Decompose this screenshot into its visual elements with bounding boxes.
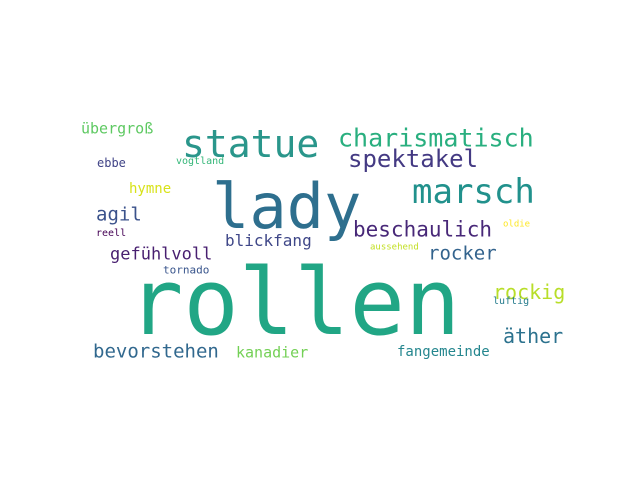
word-gefuehlvoll: gefühlvoll bbox=[110, 244, 213, 265]
word-lady: lady bbox=[212, 170, 362, 243]
word-kanadier: kanadier bbox=[236, 343, 309, 362]
word-uebergross: übergroß bbox=[81, 119, 154, 138]
word-fangemeinde: fangemeinde bbox=[397, 344, 490, 360]
word-aussehend: aussehend bbox=[370, 242, 419, 253]
word-ebbe: ebbe bbox=[97, 156, 126, 170]
word-vogtland: vogtland bbox=[176, 156, 225, 167]
word-oldie: oldie bbox=[503, 219, 531, 230]
word-rocker: rocker bbox=[428, 242, 497, 265]
word-charismatisch: charismatisch bbox=[338, 123, 534, 153]
word-blickfang: blickfang bbox=[225, 231, 312, 250]
word-marsch: marsch bbox=[412, 172, 535, 212]
word-beschaulich: beschaulich bbox=[353, 217, 493, 242]
word-luftig: luftig bbox=[493, 296, 530, 307]
word-tornado: tornado bbox=[163, 263, 210, 277]
word-aether: äther bbox=[503, 324, 564, 348]
word-rockig: rockig bbox=[493, 280, 566, 304]
word-rollen: rollen bbox=[128, 249, 461, 356]
word-reell: reell bbox=[96, 228, 127, 239]
word-hymne: hymne bbox=[129, 181, 172, 197]
word-agil: agil bbox=[96, 203, 142, 226]
word-statue: statue bbox=[182, 122, 320, 166]
word-bevorstehen: bevorstehen bbox=[93, 340, 219, 363]
word-spektakel: spektakel bbox=[348, 145, 479, 173]
